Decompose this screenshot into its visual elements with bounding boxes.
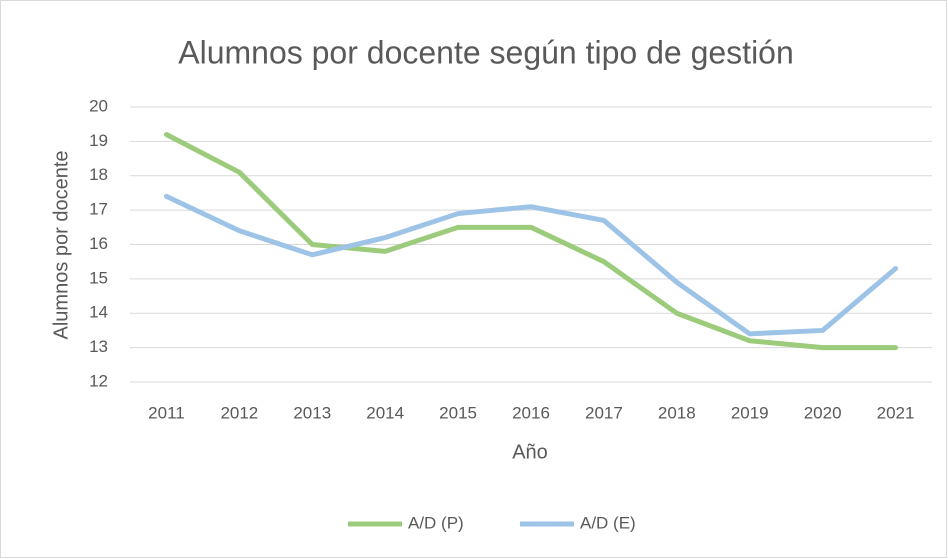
y-tick-label: 20: [89, 96, 108, 115]
legend-label: A/D (E): [580, 513, 636, 532]
y-tick-label: 18: [89, 165, 108, 184]
x-axis-label: Año: [512, 441, 548, 463]
legend-label: A/D (P): [408, 513, 464, 532]
x-tick-label: 2019: [731, 403, 769, 422]
x-tick-label: 2014: [366, 403, 404, 422]
y-axis-label: Alumnos por docente: [50, 150, 72, 339]
y-tick-label: 16: [89, 234, 108, 253]
x-tick-label: 2018: [658, 403, 696, 422]
y-tick-label: 17: [89, 200, 108, 219]
line-series: [163, 193, 899, 337]
x-tick-label: 2011: [148, 403, 185, 422]
x-tick-label: 2021: [877, 403, 915, 422]
x-tick-label: 2015: [439, 403, 477, 422]
x-tick-label: 2017: [585, 403, 623, 422]
x-tick-label: 2012: [220, 403, 258, 422]
line-series: [163, 132, 899, 351]
y-tick-label: 14: [89, 303, 108, 322]
x-tick-label: 2020: [804, 403, 842, 422]
y-tick-label: 12: [89, 371, 108, 390]
y-tick-label: 15: [89, 268, 108, 287]
y-tick-label: 19: [89, 131, 108, 150]
y-tick-label: 13: [89, 337, 108, 356]
x-tick-label: 2016: [512, 403, 550, 422]
x-tick-label: 2013: [293, 403, 331, 422]
chart-title: Alumnos por docente según tipo de gestió…: [178, 34, 794, 70]
